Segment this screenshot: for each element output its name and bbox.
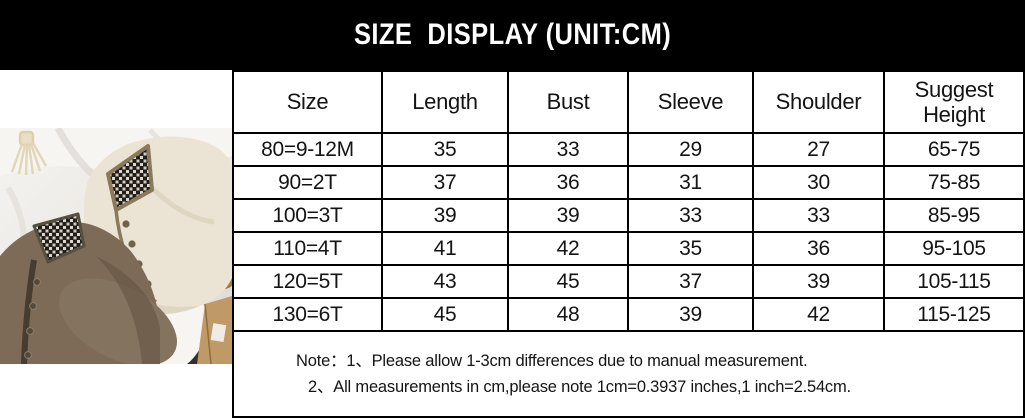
cell-length: 39 [381, 198, 509, 233]
cell-size: 90=2T [232, 165, 383, 200]
table-row: 130=6T 45 48 39 42 115-125 [232, 297, 1025, 332]
cell-length: 35 [381, 132, 509, 167]
cell-sleeve: 33 [627, 198, 754, 233]
cell-suggest-height: 65-75 [883, 132, 1025, 167]
col-header-sleeve: Sleeve [627, 70, 754, 134]
col-header-bust: Bust [507, 70, 629, 134]
cell-sleeve: 31 [627, 165, 754, 200]
note-line-2: 2、All measurements in cm,please note 1cm… [308, 378, 851, 396]
cell-sleeve: 35 [627, 231, 754, 266]
table-header-row: Size Length Bust Sleeve Shoulder Suggest… [232, 70, 1025, 134]
notes-cell: Note：1、Please allow 1-3cm differences du… [232, 330, 1025, 418]
table-row: 90=2T 37 36 31 30 75-85 [232, 165, 1025, 200]
cell-shoulder: 36 [752, 231, 885, 266]
cell-size: 100=3T [232, 198, 383, 233]
cell-shoulder: 33 [752, 198, 885, 233]
cell-size: 130=6T [232, 297, 383, 332]
col-header-size: Size [232, 70, 383, 134]
col-header-shoulder: Shoulder [752, 70, 885, 134]
cell-bust: 39 [507, 198, 629, 233]
cell-suggest-height: 115-125 [883, 297, 1025, 332]
col-header-suggest-height: Suggest Height [883, 70, 1025, 134]
table-row: 120=5T 43 45 37 39 105-115 [232, 264, 1025, 299]
col-header-length: Length [381, 70, 509, 134]
cell-bust: 36 [507, 165, 629, 200]
cell-size: 110=4T [232, 231, 383, 266]
table-row: 80=9-12M 35 33 29 27 65-75 [232, 132, 1025, 167]
note-line-1: Note：1、Please allow 1-3cm differences du… [296, 352, 808, 371]
cell-suggest-height: 85-95 [883, 198, 1025, 233]
product-photo [0, 126, 237, 371]
cell-shoulder: 27 [752, 132, 885, 167]
title-bar: SIZE DISPLAY (UNIT:CM) [0, 0, 1025, 70]
page-title: SIZE DISPLAY (UNIT:CM) [353, 18, 672, 51]
cell-bust: 33 [507, 132, 629, 167]
cell-bust: 42 [507, 231, 629, 266]
cell-length: 37 [381, 165, 509, 200]
cell-sleeve: 39 [627, 297, 754, 332]
cell-shoulder: 30 [752, 165, 885, 200]
cell-size: 120=5T [232, 264, 383, 299]
cell-suggest-height: 75-85 [883, 165, 1025, 200]
cell-sleeve: 29 [627, 132, 754, 167]
cell-sleeve: 37 [627, 264, 754, 299]
cell-shoulder: 42 [752, 297, 885, 332]
table-row: 110=4T 41 42 35 36 95-105 [232, 231, 1025, 266]
cell-size: 80=9-12M [232, 132, 383, 167]
notes-row: Note：1、Please allow 1-3cm differences du… [232, 330, 1025, 418]
cell-shoulder: 39 [752, 264, 885, 299]
table-row: 100=3T 39 39 33 33 85-95 [232, 198, 1025, 233]
cell-suggest-height: 95-105 [883, 231, 1025, 266]
cell-length: 41 [381, 231, 509, 266]
tassel [10, 130, 48, 176]
cell-bust: 48 [507, 297, 629, 332]
cell-length: 43 [381, 264, 509, 299]
size-table: Size Length Bust Sleeve Shoulder Suggest… [232, 70, 1025, 418]
product-photo-illustration [0, 126, 237, 371]
brown-jacket [0, 212, 177, 366]
cell-bust: 45 [507, 264, 629, 299]
cell-suggest-height: 105-115 [883, 264, 1025, 299]
cell-length: 45 [381, 297, 509, 332]
